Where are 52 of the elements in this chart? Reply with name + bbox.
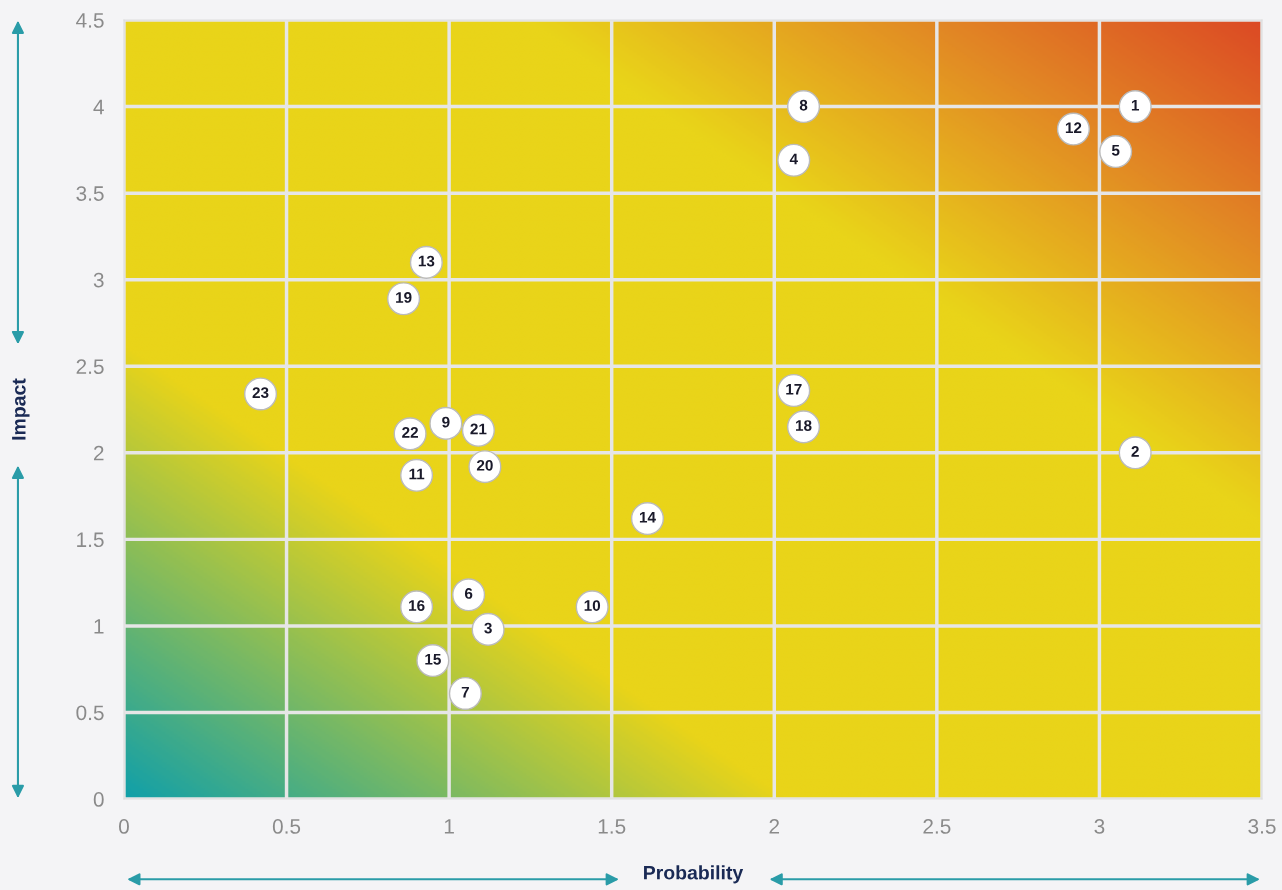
y-tick-label: 4.5: [76, 13, 104, 28]
y-tick-label: 2.5: [76, 359, 104, 375]
annotation: 11: [409, 468, 425, 480]
y-tick-label: 3: [93, 272, 104, 288]
y-tick-label: 2: [93, 445, 104, 461]
y-tick-label: 1: [94, 619, 104, 634]
point: [471, 612, 505, 646]
annotation: 5: [1111, 145, 1120, 156]
annotation: 2: [1131, 446, 1139, 457]
x-tick-label: 3: [1094, 819, 1105, 834]
annotation: 10: [584, 600, 601, 611]
annotation: 20: [476, 459, 493, 471]
point: [1099, 135, 1133, 169]
annotation: 6: [464, 588, 473, 599]
annotation: 19: [396, 292, 412, 303]
annotation: 14: [639, 512, 656, 523]
point: [1118, 436, 1152, 470]
annotation: 15: [425, 653, 441, 665]
annotation: 13: [418, 255, 435, 267]
annotation: 22: [402, 427, 418, 438]
x-tick-label: 2: [769, 819, 780, 834]
annotation: 17: [786, 383, 802, 395]
annotation: 8: [799, 99, 808, 111]
y-tick-label: 0: [93, 792, 104, 807]
point: [777, 143, 811, 177]
annotation: 21: [470, 423, 487, 435]
x-tick-label: 1: [444, 819, 454, 834]
annotation: 18: [796, 420, 812, 431]
point: [787, 90, 821, 124]
y-axis-title: Impact: [12, 378, 30, 440]
annotation: 9: [442, 416, 450, 428]
point: [429, 406, 463, 440]
point: [452, 578, 486, 612]
x-axis-title: Probability: [644, 865, 744, 884]
x-tick-label: 2.5: [923, 819, 951, 834]
annotation: 12: [1065, 122, 1082, 134]
x-tick-label: 1.5: [598, 819, 626, 834]
point: [448, 676, 482, 710]
annotation: 1: [1131, 100, 1140, 111]
y-tick-label: 4: [93, 99, 104, 115]
annotation: 7: [461, 686, 469, 698]
annotation: 3: [484, 622, 492, 634]
annotation: 16: [409, 600, 425, 611]
x-tick-label: 0.5: [272, 819, 301, 834]
y-tick-label: 3.5: [76, 186, 104, 201]
y-tick-label: 0.5: [76, 705, 104, 721]
point: [1118, 90, 1152, 124]
x-tick-label: 3.5: [1248, 819, 1276, 834]
y-tick-label: 1.5: [77, 532, 104, 548]
x-tick-label: 0: [118, 819, 129, 834]
annotation: 4: [789, 153, 798, 165]
annotation: 23: [252, 387, 269, 399]
